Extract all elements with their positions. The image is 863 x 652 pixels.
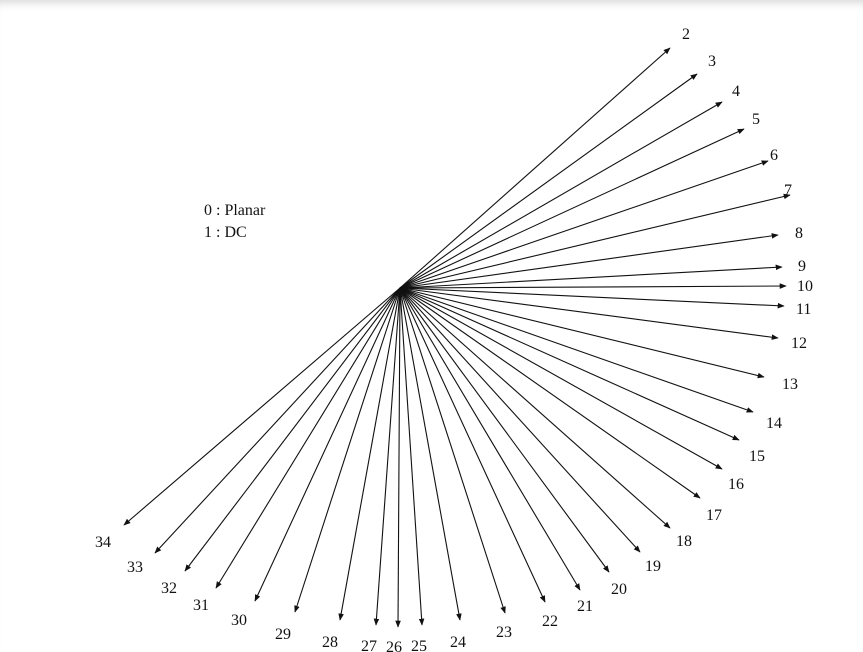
mode-label-14: 14: [766, 415, 782, 432]
mode-arrow-23: [399, 287, 506, 614]
mode-arrow-15: [399, 287, 740, 441]
legend: 0 : Planar 1 : DC: [204, 200, 265, 244]
mode-label-12: 12: [791, 335, 807, 352]
mode-arrow-14: [399, 287, 754, 413]
mode-arrow-13: [399, 287, 765, 379]
mode-label-11: 11: [796, 301, 811, 318]
mode-label-6: 6: [770, 147, 778, 164]
mode-arrow-16: [399, 287, 723, 470]
mode-label-10: 10: [797, 278, 813, 295]
mode-label-4: 4: [732, 83, 740, 100]
mode-arrow-3: [399, 73, 698, 289]
mode-arrow-26: [395, 287, 401, 628]
mode-arrow-32: [184, 287, 401, 572]
mode-arrow-33: [154, 287, 401, 554]
mode-label-29: 29: [275, 626, 291, 643]
mode-arrow-22: [399, 287, 546, 603]
mode-label-16: 16: [728, 476, 744, 493]
mode-arrow-17: [399, 287, 701, 499]
mode-label-8: 8: [795, 225, 803, 242]
mode-arrow-5: [399, 128, 745, 289]
mode-arrow-11: [399, 287, 785, 309]
mode-label-30: 30: [231, 612, 247, 629]
legend-planar: 0 : Planar: [204, 202, 266, 219]
mode-arrows: [123, 47, 791, 628]
mode-label-22: 22: [542, 613, 558, 630]
mode-arrow-31: [215, 287, 401, 589]
mode-label-27: 27: [361, 638, 377, 652]
mode-arrow-27: [373, 287, 401, 626]
mode-label-28: 28: [322, 634, 338, 651]
mode-arrow-6: [399, 160, 769, 289]
mode-arrow-9: [399, 264, 783, 289]
mode-label-19: 19: [645, 558, 661, 575]
mode-label-20: 20: [611, 581, 627, 598]
mode-label-18: 18: [676, 533, 692, 550]
mode-label-31: 31: [193, 597, 209, 614]
mode-arrow-8: [399, 233, 779, 289]
mode-label-3: 3: [708, 53, 716, 70]
mode-arrow-7: [399, 193, 791, 289]
mode-label-24: 24: [450, 634, 466, 651]
mode-arrow-34: [123, 287, 401, 526]
mode-arrow-30: [254, 287, 401, 602]
legend-dc: 1 : DC: [204, 224, 247, 241]
mode-label-2: 2: [682, 26, 690, 43]
mode-label-32: 32: [161, 580, 177, 597]
mode-arrow-25: [399, 287, 425, 626]
mode-arrow-10: [399, 283, 787, 289]
mode-label-9: 9: [798, 258, 806, 275]
mode-arrow-21: [399, 287, 581, 591]
mode-arrow-28: [338, 287, 401, 621]
mode-arrow-18: [399, 287, 671, 529]
mode-label-23: 23: [496, 624, 512, 641]
mode-arrow-19: [399, 287, 641, 553]
mode-arrow-29: [294, 287, 401, 613]
mode-label-7: 7: [784, 182, 792, 199]
mode-label-25: 25: [411, 638, 427, 652]
mode-arrow-2: [399, 47, 671, 289]
mode-label-34: 34: [95, 534, 111, 551]
mode-arrow-12: [399, 287, 779, 340]
mode-label-21: 21: [577, 598, 593, 615]
mode-label-13: 13: [782, 376, 798, 393]
mode-label-33: 33: [127, 559, 143, 576]
mode-arrow-24: [399, 287, 462, 621]
mode-labels: 2345678910111213141516171819202122232425…: [95, 26, 813, 652]
mode-arrow-4: [399, 101, 723, 289]
mode-label-17: 17: [706, 507, 722, 524]
mode-label-5: 5: [752, 111, 760, 128]
mode-label-15: 15: [749, 448, 765, 465]
mode-arrow-20: [399, 287, 610, 573]
mode-label-26: 26: [386, 639, 402, 652]
